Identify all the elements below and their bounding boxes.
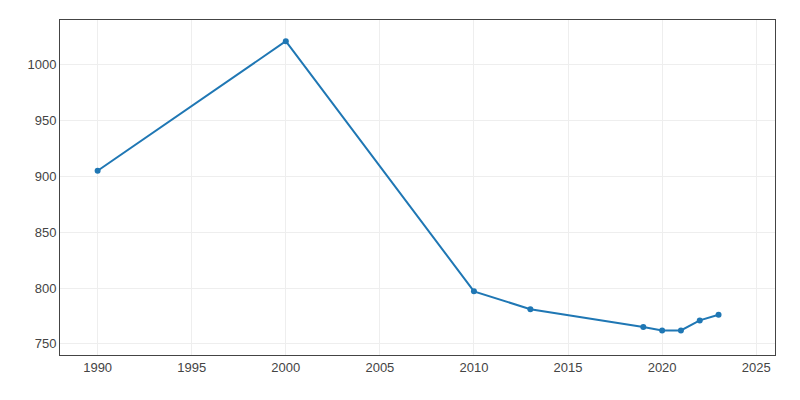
svg-text:1000: 1000 — [27, 57, 56, 72]
svg-text:750: 750 — [35, 336, 57, 351]
svg-text:2005: 2005 — [365, 360, 394, 375]
svg-text:2010: 2010 — [459, 360, 488, 375]
svg-text:950: 950 — [35, 113, 57, 128]
svg-text:2025: 2025 — [742, 360, 771, 375]
svg-text:900: 900 — [35, 169, 57, 184]
svg-text:1995: 1995 — [177, 360, 206, 375]
svg-text:2015: 2015 — [554, 360, 583, 375]
svg-text:800: 800 — [35, 281, 57, 296]
svg-text:2020: 2020 — [648, 360, 677, 375]
svg-text:1990: 1990 — [83, 360, 112, 375]
svg-text:850: 850 — [35, 225, 57, 240]
svg-text:2000: 2000 — [271, 360, 300, 375]
